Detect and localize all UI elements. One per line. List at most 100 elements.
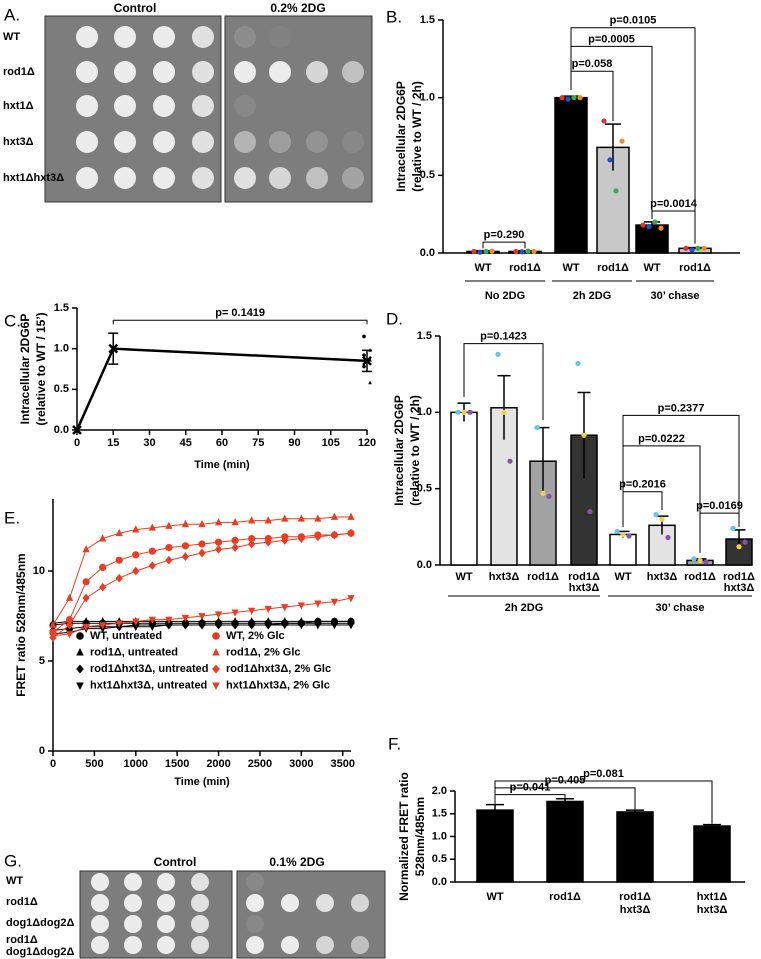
data-point	[330, 598, 339, 606]
p-value: p=0.0005	[588, 33, 635, 45]
data-point	[132, 618, 140, 626]
data-point	[314, 532, 322, 542]
colony-spot	[316, 936, 334, 954]
x-tick-label: WT	[486, 891, 503, 903]
data-point	[314, 514, 322, 522]
x-tick-label: hxt3Δ	[620, 904, 651, 916]
x-tick-label: hxt3Δ	[489, 571, 520, 583]
colony-spot	[124, 936, 142, 954]
column-header: 0.1% 2DG	[269, 855, 324, 869]
x-tick-label: rod1Δ	[684, 571, 716, 583]
y-tick-label: 1.5	[54, 302, 69, 314]
y-tick-label: 1.5	[432, 808, 447, 820]
data-point	[148, 616, 156, 624]
colony-spot	[234, 95, 256, 117]
data-point	[82, 593, 90, 603]
panel-label: F.	[388, 734, 401, 753]
significance-bracket	[651, 210, 696, 244]
legend-label: rod1Δhxt3Δ, 2% Glc	[226, 663, 331, 675]
colony-spot	[234, 167, 256, 189]
colony-spot	[281, 936, 299, 954]
data-point	[297, 514, 305, 522]
colony-spot	[246, 873, 264, 891]
colony-spot	[234, 131, 256, 153]
p-value: p=0.290	[484, 229, 525, 241]
data-point	[231, 518, 239, 526]
colony-spot	[306, 167, 328, 189]
colony-spot	[306, 61, 328, 83]
group-label: 30’ chase	[651, 290, 700, 302]
data-point	[640, 222, 646, 228]
data-line	[52, 516, 351, 626]
colony-spot	[269, 131, 291, 153]
p-value: p=0.0222	[638, 433, 685, 445]
y-tick-label: 0.0	[417, 559, 432, 571]
y-tick-label: 1.0	[417, 406, 432, 418]
data-point	[115, 556, 123, 564]
significance-bracket	[699, 512, 740, 553]
colony-spot	[269, 61, 291, 83]
data-point	[165, 544, 173, 552]
x-tick-label: 90	[288, 437, 300, 449]
data-point	[697, 557, 703, 564]
data-point	[264, 537, 272, 547]
data-point	[362, 334, 366, 339]
y-tick-label: 0.5	[417, 483, 432, 495]
colony-spot	[192, 95, 214, 117]
x-tick-label: 45	[180, 437, 192, 449]
y-tick-label: 1.0	[420, 92, 435, 104]
data-point	[214, 518, 223, 526]
data-point	[132, 623, 140, 632]
data-point	[467, 409, 473, 415]
data-point	[165, 622, 173, 630]
x-tick-label: 2000	[206, 758, 230, 770]
data-point	[148, 547, 156, 555]
data-point	[165, 521, 173, 529]
row-label: rod1Δ	[6, 934, 38, 946]
colony-spot	[246, 936, 264, 954]
colony-spot	[153, 131, 175, 153]
colony-spot	[246, 894, 264, 912]
x-tick-label: 30	[143, 437, 155, 449]
data-point	[198, 519, 206, 528]
data-point	[471, 248, 477, 255]
group-label: 2h 2DG	[505, 602, 544, 614]
data-point	[614, 528, 620, 535]
x-tick-label: hxt3Δ	[724, 582, 755, 594]
x-tick-label: rod1Δ	[549, 891, 581, 903]
y-tick-label: 1.5	[420, 14, 435, 26]
data-point	[571, 95, 577, 101]
data-point	[513, 248, 519, 255]
data-point	[565, 96, 571, 102]
data-point	[231, 543, 239, 552]
legend-marker	[212, 664, 220, 674]
data-point	[115, 573, 123, 583]
colony-spot	[157, 894, 175, 912]
data-point	[736, 544, 742, 550]
colony-spot	[269, 26, 291, 48]
x-tick-label: WT	[614, 571, 631, 583]
y-axis-label: (relative to WT / 2h)	[408, 395, 422, 506]
data-point	[248, 607, 256, 615]
data-point	[281, 604, 289, 612]
row-label: hxt1Δ	[3, 100, 34, 112]
x-tick-label: rod1Δ	[509, 262, 541, 274]
data-point	[620, 531, 626, 538]
data-point	[198, 540, 206, 548]
legend-label: WT, untreated	[90, 630, 162, 642]
colony-spot	[76, 167, 98, 189]
x-tick-label: WT	[474, 262, 491, 274]
x-tick-label: 2500	[248, 758, 272, 770]
legend-marker	[76, 664, 84, 674]
data-point	[165, 555, 173, 565]
data-point	[148, 523, 156, 531]
colony-spot	[76, 131, 98, 153]
colony-spot	[351, 894, 369, 912]
data-point	[181, 622, 190, 630]
data-point	[99, 534, 107, 542]
y-axis-label: 528nm/485nm	[413, 797, 427, 876]
data-point	[626, 533, 632, 539]
x-tick-label: 105	[322, 437, 340, 449]
row-label: dog1Δdog2Δ	[6, 917, 74, 929]
p-value: p=0.058	[572, 58, 613, 70]
